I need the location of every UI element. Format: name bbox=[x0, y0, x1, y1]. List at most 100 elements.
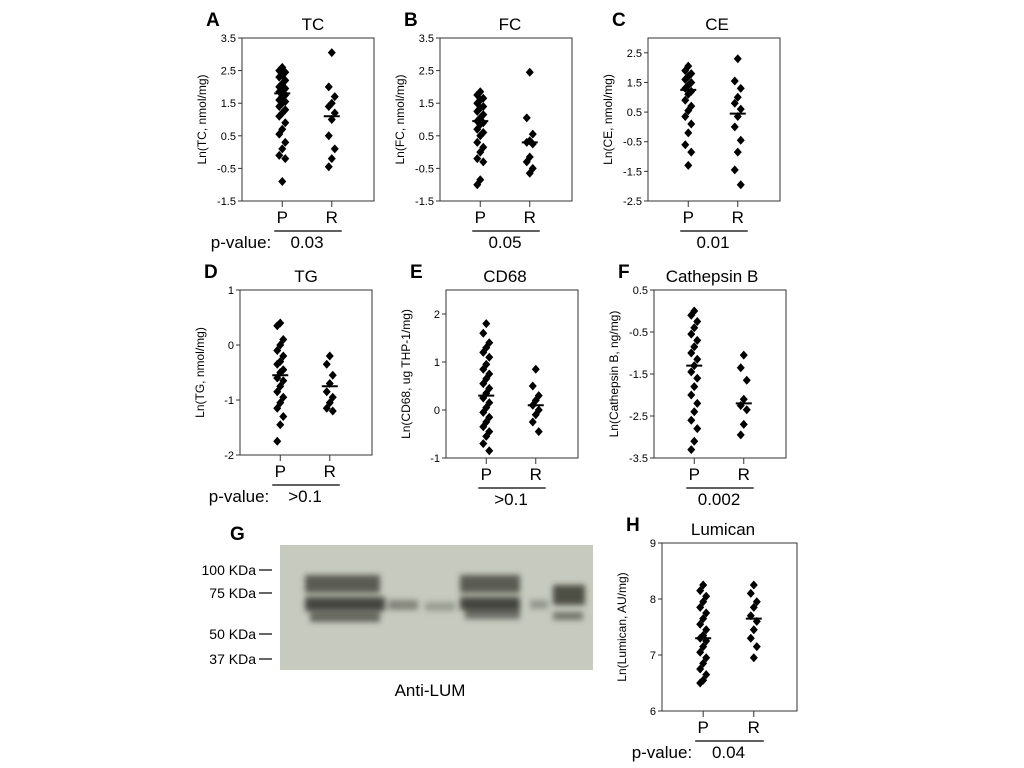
y-tick-label: -0.5 bbox=[623, 137, 642, 149]
data-point bbox=[742, 405, 751, 415]
data-point bbox=[479, 157, 488, 167]
y-tick-label: 1.5 bbox=[221, 98, 236, 110]
data-point bbox=[696, 602, 705, 612]
group-label-r: R bbox=[324, 462, 336, 481]
data-point bbox=[322, 387, 331, 397]
y-axis-label: Ln(TG, nmol/mg) bbox=[193, 327, 207, 418]
y-tick-label: -2.5 bbox=[629, 411, 648, 423]
data-point bbox=[479, 347, 488, 357]
data-point bbox=[739, 419, 748, 429]
data-point bbox=[327, 154, 336, 164]
y-tick-label: 1.5 bbox=[627, 77, 642, 89]
panel-title: Lumican bbox=[691, 520, 755, 539]
plot-frame bbox=[647, 37, 781, 202]
data-point bbox=[522, 157, 531, 167]
p-value: 0.05 bbox=[488, 233, 521, 252]
data-point bbox=[687, 348, 696, 358]
data-point bbox=[736, 180, 745, 190]
y-axis-label: Ln(CD68, ug THP-1/mg) bbox=[399, 309, 413, 439]
panel-a: 3.5 2.5 1.5 0.5 -0.5 -1.5 TC A Ln(TC, nmol/mg) P R… bbox=[195, 10, 375, 252]
group-label-p: P bbox=[475, 208, 486, 227]
data-point bbox=[473, 137, 482, 147]
data-point bbox=[687, 329, 696, 339]
data-point bbox=[687, 310, 696, 320]
data-point bbox=[525, 168, 534, 178]
group-label-p: P bbox=[275, 462, 286, 481]
y-tick-label: 0 bbox=[228, 340, 234, 352]
marker-label-50: 50 KDa bbox=[209, 626, 256, 642]
data-point bbox=[278, 144, 287, 154]
y-tick-label: 1.5 bbox=[419, 98, 434, 110]
data-point bbox=[528, 381, 537, 391]
data-point bbox=[752, 642, 761, 652]
data-point bbox=[485, 446, 494, 456]
data-point bbox=[324, 101, 333, 111]
data-point bbox=[327, 48, 336, 58]
y-tick-label: 2.5 bbox=[221, 66, 236, 78]
data-point bbox=[473, 154, 482, 164]
panel-title: CE bbox=[705, 15, 729, 34]
data-point bbox=[730, 76, 739, 86]
group-label-r: R bbox=[732, 208, 744, 227]
panel-letter: H bbox=[626, 515, 640, 536]
panel-letter: B bbox=[404, 10, 418, 31]
data-point bbox=[730, 98, 739, 108]
y-tick-label: 1 bbox=[228, 285, 234, 297]
y-axis-label: Ln(TC, nmol/mg) bbox=[195, 74, 209, 164]
plot-frame bbox=[239, 289, 373, 456]
panel-title: CD68 bbox=[483, 267, 526, 286]
data-point bbox=[330, 92, 339, 102]
y-tick-label: 0.5 bbox=[633, 285, 648, 297]
data-point bbox=[479, 422, 488, 432]
data-point bbox=[696, 619, 705, 629]
y-tick-label: -2.5 bbox=[623, 196, 642, 208]
panel-title: TC bbox=[302, 15, 325, 34]
y-tick-label: -1.5 bbox=[623, 166, 642, 178]
y-tick-label: 0.5 bbox=[221, 131, 236, 143]
data-point bbox=[330, 108, 339, 118]
data-point bbox=[281, 137, 290, 147]
data-point bbox=[324, 82, 333, 92]
data-point bbox=[730, 122, 739, 132]
p-value: >0.1 bbox=[494, 490, 528, 509]
p-value-label: p-value: bbox=[209, 487, 269, 506]
data-point bbox=[733, 147, 742, 157]
group-label-r: R bbox=[738, 465, 750, 484]
data-point bbox=[273, 321, 282, 331]
data-point bbox=[742, 375, 751, 385]
data-point bbox=[324, 162, 333, 172]
plot-frame bbox=[241, 37, 375, 202]
y-axis-label: Ln(CE, nmol/mg) bbox=[601, 74, 615, 165]
data-point bbox=[693, 317, 702, 326]
plot-frame bbox=[653, 289, 787, 459]
data-point bbox=[275, 150, 284, 160]
y-tick-label: 1 bbox=[434, 357, 440, 369]
plot-frame bbox=[661, 542, 798, 712]
plot-frame bbox=[439, 37, 573, 202]
panel-letter: D bbox=[204, 262, 218, 283]
data-point bbox=[681, 74, 690, 84]
data-point bbox=[739, 350, 748, 360]
data-point bbox=[273, 436, 282, 446]
data-point bbox=[696, 664, 705, 674]
data-point bbox=[736, 104, 745, 114]
data-point bbox=[473, 124, 482, 134]
y-tick-label: 7 bbox=[650, 650, 656, 662]
panel-d: 1 0 -1 -2 TG D Ln(TG, nmol/mg) P R>0.1 p-value: bbox=[193, 262, 373, 506]
data-point bbox=[687, 147, 696, 157]
data-point bbox=[276, 420, 285, 430]
data-point bbox=[749, 580, 758, 590]
data-point bbox=[534, 427, 543, 437]
panel-letter: E bbox=[410, 262, 423, 283]
data-point bbox=[749, 653, 758, 663]
data-point bbox=[687, 119, 696, 129]
y-tick-label: -1 bbox=[224, 395, 234, 407]
panel-h: 9 8 7 6 Lumican H Ln(Lumican, AU/mg) P R0.04 p-va… bbox=[615, 515, 798, 762]
panel-letter: C bbox=[612, 10, 626, 31]
data-point bbox=[687, 415, 696, 425]
data-point bbox=[327, 115, 336, 124]
group-label-r: R bbox=[530, 465, 542, 484]
data-point bbox=[528, 417, 537, 427]
data-point bbox=[482, 431, 491, 441]
